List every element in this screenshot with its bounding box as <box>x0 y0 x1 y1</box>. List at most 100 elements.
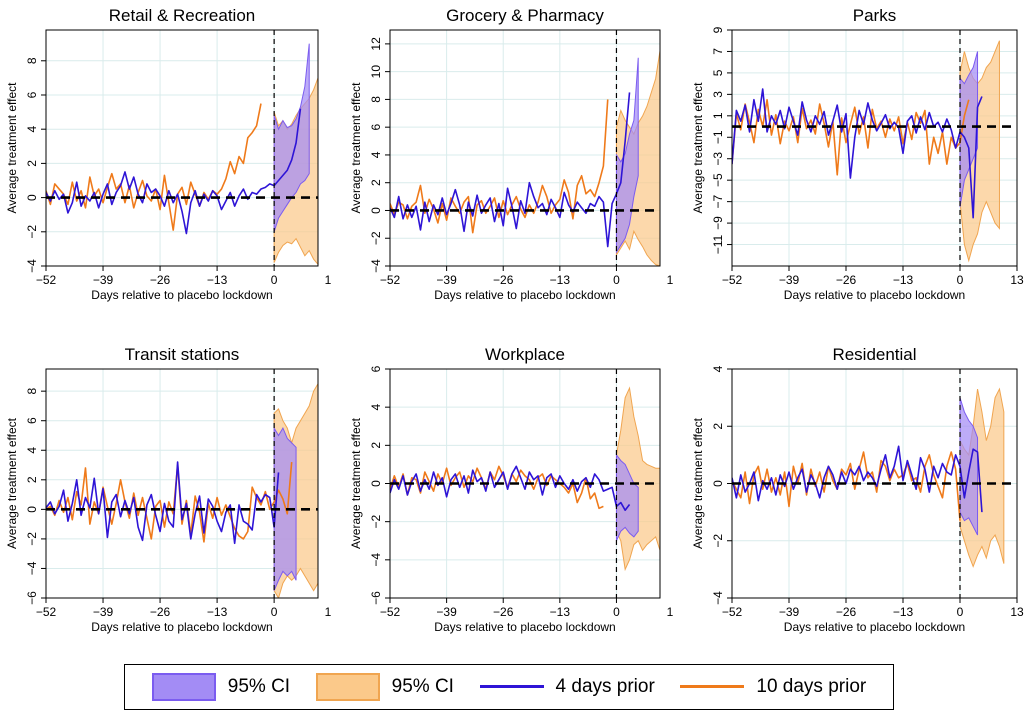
x-tick-label: −39 <box>93 273 114 287</box>
x-axis-label: Days relative to placebo lockdown <box>434 620 615 634</box>
legend-swatch-ci-10 <box>315 673 380 701</box>
x-tick-label: −52 <box>380 273 401 287</box>
legend-line-4-days <box>479 673 544 701</box>
x-tick-label: −13 <box>207 605 228 619</box>
y-axis-label: Average treatment effect <box>691 417 705 549</box>
x-tick-label: 1 <box>325 273 332 287</box>
legend-item-ci-10: 95% CI <box>315 673 454 701</box>
y-tick-label: 3 <box>711 91 725 98</box>
legend-swatch-ci-4 <box>151 673 216 701</box>
plot-area-grocery <box>390 49 660 266</box>
y-tick-label: −2 <box>25 532 39 546</box>
x-tick-label: 1 <box>667 273 674 287</box>
legend-label-ci-10: 95% CI <box>391 676 454 697</box>
y-tick-label: 8 <box>369 96 383 103</box>
x-tick-label: 1 <box>325 605 332 619</box>
y-tick-label: −2 <box>711 534 725 548</box>
y-tick-label: 0 <box>711 480 725 487</box>
series-line-10-days <box>390 465 604 510</box>
ci-band-4-days <box>273 43 310 232</box>
x-tick-label: −13 <box>893 605 914 619</box>
y-tick-label: −5 <box>711 173 725 187</box>
x-tick-label: −52 <box>722 273 743 287</box>
y-tick-label: 7 <box>711 48 725 55</box>
y-axis-label: Average treatment effect <box>5 82 19 214</box>
y-tick-label: 0 <box>25 194 39 201</box>
y-tick-label: −4 <box>711 591 725 605</box>
x-axis-label: Days relative to placebo lockdown <box>91 288 272 302</box>
plot-area-retail <box>46 43 318 265</box>
x-tick-label: 13 <box>1010 605 1024 619</box>
y-tick-label: −4 <box>25 259 39 273</box>
legend-label-10-days: 10 days prior <box>756 676 867 697</box>
x-axis-label: Days relative to placebo lockdown <box>784 288 965 302</box>
x-tick-label: −39 <box>436 605 457 619</box>
y-tick-label: 2 <box>711 423 725 430</box>
x-tick-label: 0 <box>957 605 964 619</box>
x-tick-label: −26 <box>836 605 857 619</box>
x-tick-label: −39 <box>93 605 114 619</box>
legend-line-10-days <box>680 673 745 701</box>
x-tick-label: 0 <box>271 273 278 287</box>
legend-label-4-days: 4 days prior <box>555 676 655 697</box>
panel-title: Residential <box>832 345 916 364</box>
series-line-4-days <box>732 445 983 513</box>
y-tick-label: 4 <box>369 404 383 411</box>
plot-area-workplace <box>390 386 660 572</box>
x-axis-label: Days relative to placebo lockdown <box>434 288 615 302</box>
y-tick-label: 1 <box>711 112 725 119</box>
y-tick-label: −2 <box>369 231 383 245</box>
x-tick-label: 0 <box>271 605 278 619</box>
series-line-4-days <box>46 461 280 545</box>
panel-title: Transit stations <box>125 345 240 364</box>
panel-workplace: −52 −39 −26 −13 0 1 −6 −4 −2 0 2 4 6 Workplace Days re… <box>349 345 674 634</box>
y-tick-label: 0 <box>369 480 383 487</box>
y-tick-label: 6 <box>369 365 383 372</box>
y-tick-label: −11 <box>711 234 725 254</box>
x-tick-label: −13 <box>550 273 571 287</box>
y-tick-label: 2 <box>369 179 383 186</box>
panel-retail: −52 −39 −26 −13 0 1 −4 −2 0 2 4 6 8 Retail & Recreati… <box>5 6 332 302</box>
x-tick-label: −26 <box>836 273 857 287</box>
y-tick-label: 4 <box>25 447 39 454</box>
y-tick-label: −1 <box>711 130 725 144</box>
plot-frame <box>731 29 1018 267</box>
panel-residential: −52 −39 −26 −13 0 13 −4 −2 0 2 4 Residential Days re… <box>691 345 1024 634</box>
y-tick-label: 9 <box>711 26 725 33</box>
y-tick-label: −3 <box>711 152 725 166</box>
y-tick-label: −2 <box>25 225 39 239</box>
y-tick-label: 6 <box>369 124 383 131</box>
y-axis-label: Average treatment effect <box>691 82 705 214</box>
y-tick-label: −2 <box>369 515 383 529</box>
x-tick-label: −13 <box>207 273 228 287</box>
y-tick-label: −7 <box>711 194 725 208</box>
plot-area-residential <box>732 387 1005 568</box>
y-tick-label: 5 <box>711 69 725 76</box>
x-tick-label: −13 <box>893 273 914 287</box>
x-tick-label: 0 <box>957 273 964 287</box>
plot-frame <box>45 368 319 599</box>
series-line-4-days <box>390 92 631 248</box>
y-axis-label: Average treatment effect <box>5 417 19 549</box>
y-tick-label: 4 <box>369 151 383 158</box>
series-line-10-days <box>46 462 293 543</box>
x-tick-label: 0 <box>613 605 620 619</box>
plot-frame <box>45 29 319 267</box>
y-tick-label: 10 <box>369 65 383 79</box>
y-tick-label: 0 <box>25 506 39 513</box>
panel-parks: −52 −39 −26 −13 0 13−11−9−7−5−3−113579ParksDa… <box>691 6 1024 302</box>
y-tick-label: 6 <box>25 91 39 98</box>
panel-title: Grocery & Pharmacy <box>446 6 604 25</box>
ci-band-4-days <box>615 453 639 541</box>
y-tick-label: 2 <box>369 442 383 449</box>
x-tick-label: 13 <box>1010 273 1024 287</box>
legend: 95% CI 95% CI 4 days prior 10 days prior <box>124 664 894 710</box>
legend-item-ci-4: 95% CI <box>151 673 290 701</box>
x-tick-label: 0 <box>613 273 620 287</box>
x-axis-label: Days relative to placebo lockdown <box>91 620 272 634</box>
x-axis-label: Days relative to placebo lockdown <box>784 620 965 634</box>
panel-title: Workplace <box>485 345 565 364</box>
y-tick-label: 0 <box>369 207 383 214</box>
x-tick-label: −52 <box>36 273 57 287</box>
